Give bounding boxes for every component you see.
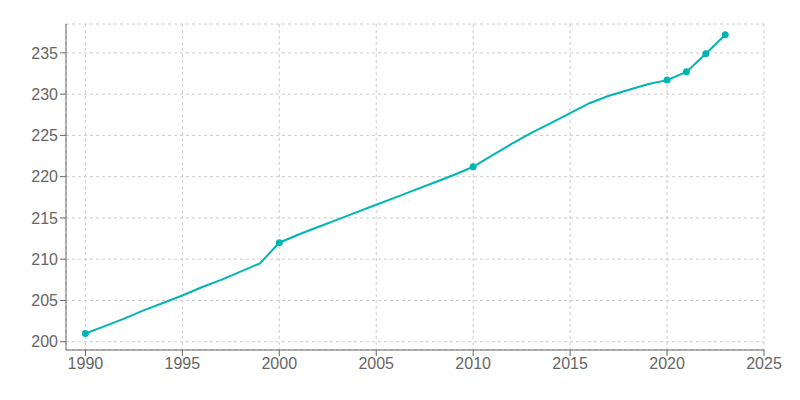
svg-text:235: 235 (31, 45, 58, 62)
svg-text:2000: 2000 (261, 355, 297, 372)
svg-text:2025: 2025 (746, 355, 782, 372)
svg-text:1990: 1990 (68, 355, 104, 372)
svg-text:2015: 2015 (552, 355, 588, 372)
svg-text:215: 215 (31, 210, 58, 227)
svg-text:2005: 2005 (358, 355, 394, 372)
svg-text:220: 220 (31, 168, 58, 185)
svg-text:2010: 2010 (455, 355, 491, 372)
svg-text:210: 210 (31, 251, 58, 268)
svg-text:200: 200 (31, 333, 58, 350)
svg-text:1995: 1995 (165, 355, 201, 372)
svg-text:205: 205 (31, 292, 58, 309)
svg-text:225: 225 (31, 127, 58, 144)
svg-text:2020: 2020 (649, 355, 685, 372)
svg-text:230: 230 (31, 86, 58, 103)
